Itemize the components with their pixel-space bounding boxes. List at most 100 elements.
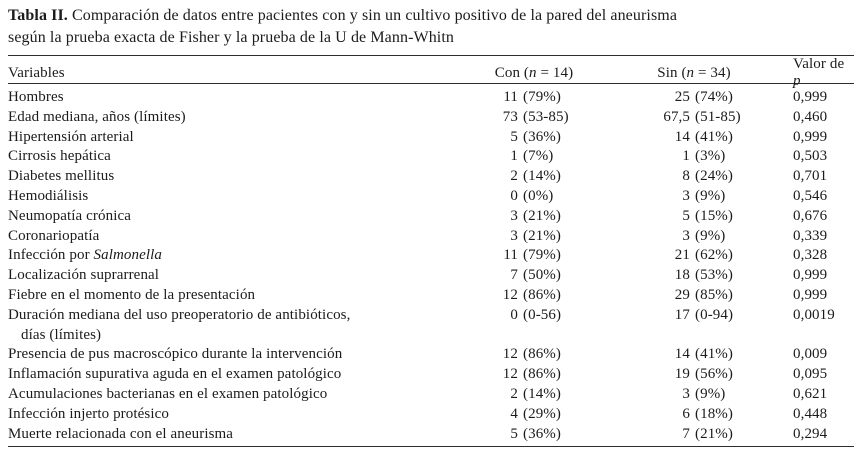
- column-header-p-value: Valor de p: [793, 56, 845, 89]
- bottom-rule: [8, 446, 854, 448]
- variable-label: Hipertensión arterial: [8, 128, 134, 145]
- table-row: Duración mediana del uso preoperatorio d…: [8, 306, 854, 346]
- table-row: Acumulaciones bacterianas en el examen p…: [8, 385, 854, 405]
- table-caption-line1: Comparación de datos entre pacientes con…: [67, 7, 678, 24]
- con-value: 7 (50%): [510, 267, 561, 284]
- table-row: Hipertensión arterial 5 (36%) 14 (41%) 0,999: [8, 128, 854, 148]
- variable-label: Acumulaciones bacterianas en el examen p…: [8, 385, 328, 402]
- sin-value: 8 (24%): [682, 168, 733, 185]
- sin-value: 5 (15%): [682, 207, 733, 224]
- p-value: 0,294: [793, 425, 828, 442]
- variable-label: Hemodiálisis: [8, 187, 89, 204]
- variable-label: Muerte relacionada con el aneurisma: [8, 425, 234, 442]
- table-row: Edad mediana, años (límites) 73 (53-85) 67,…: [8, 108, 854, 128]
- variable-label: Cirrosis hepática: [8, 148, 111, 165]
- n-symbol: n: [686, 64, 695, 81]
- sin-value: 29 (85%): [674, 286, 733, 303]
- p-value: 0,503: [793, 148, 828, 165]
- table-row: Muerte relacionada con el aneurisma 5 (36%…: [8, 425, 854, 445]
- variable-label: Hombres: [8, 89, 64, 105]
- variable-label: Inflamación supurativa aguda en el exame…: [8, 366, 342, 383]
- con-value: 12 (86%): [502, 286, 561, 303]
- table-row: Cirrosis hepática 1 (7%) 1 (3%) 0,503: [8, 147, 854, 167]
- variable-label: Diabetes mellitus: [8, 168, 115, 185]
- table-row: Inflamación supurativa aguda en el exame…: [8, 365, 854, 385]
- column-header-variables: Variables: [8, 64, 65, 81]
- column-header-sin: Sin (n = 34): [657, 64, 731, 81]
- p-value: 0,009: [793, 346, 828, 363]
- p-value: 0,999: [793, 128, 828, 145]
- p-value: 0,676: [793, 207, 828, 224]
- table-row: Infección injerto protésico 4 (29%) 6 (18%) 0…: [8, 405, 854, 425]
- table-body: Hombres 11 (79%) 25 (74%) 0,999 Edad mediana, …: [8, 84, 854, 446]
- p-symbol: p: [793, 73, 801, 89]
- table-title: Tabla II. Comparación de datos entre pac…: [8, 5, 854, 49]
- table-row: Hombres 11 (79%) 25 (74%) 0,999: [8, 88, 854, 108]
- variable-label: Neumopatía crónica: [8, 207, 131, 224]
- p-value: 0,546: [793, 187, 828, 204]
- variable-label: Edad mediana, años (límites): [8, 108, 186, 125]
- p-value: 0,339: [793, 227, 828, 244]
- table-row: Infección por Salmonella 11 (79%) 21 (62%) 0,…: [8, 246, 854, 266]
- con-value: 5 (36%): [510, 425, 561, 442]
- table-header-row: Variables Con (n = 14) Sin (n = 34) Valo…: [8, 56, 854, 89]
- table-number: Tabla II.: [8, 7, 68, 24]
- con-value: 2 (14%): [510, 168, 561, 185]
- con-value: 0 (0%): [510, 187, 554, 204]
- con-value: 2 (14%): [510, 385, 561, 402]
- con-value: 4 (29%): [510, 405, 561, 422]
- p-value: 0,0019: [793, 306, 835, 323]
- sin-value: 3 (9%): [682, 187, 726, 204]
- sin-value: 1 (3%): [682, 148, 726, 165]
- p-value: 0,448: [793, 405, 828, 422]
- con-value: 12 (86%): [502, 346, 561, 363]
- sin-value: 14 (41%): [674, 346, 733, 363]
- variable-label: Duración mediana del uso preoperatorio d…: [8, 306, 440, 346]
- table-row: Localización suprarrenal 7 (50%) 18 (53%) 0,9…: [8, 266, 854, 286]
- p-value: 0,999: [793, 89, 828, 105]
- table-row: Diabetes mellitus 2 (14%) 8 (24%) 0,701: [8, 167, 854, 187]
- sin-value: 7 (21%): [682, 425, 733, 442]
- con-value: 12 (86%): [502, 366, 561, 383]
- sin-value: 21 (62%): [674, 247, 733, 264]
- n-symbol: n: [529, 64, 537, 81]
- table-caption-line2: según la prueba exacta de Fisher y la pr…: [8, 29, 454, 46]
- sin-value: 3 (9%): [682, 227, 726, 244]
- table-row: Hemodiálisis 0 (0%) 3 (9%) 0,546: [8, 187, 854, 207]
- con-value: 1 (7%): [510, 148, 554, 165]
- column-header-con: Con (n = 14): [494, 64, 574, 81]
- p-value: 0,095: [793, 366, 828, 383]
- con-value: 11 (79%): [503, 89, 561, 105]
- sin-value: 3 (9%): [682, 385, 726, 402]
- table-row: Coronariopatía 3 (21%) 3 (9%) 0,339: [8, 227, 854, 247]
- con-value: 3 (21%): [510, 207, 561, 224]
- p-value: 0,999: [793, 286, 828, 303]
- p-value: 0,621: [793, 385, 828, 402]
- variable-label: Localización suprarrenal: [8, 267, 160, 284]
- header-rule: [8, 83, 854, 84]
- table-row: Neumopatía crónica 3 (21%) 5 (15%) 0,676: [8, 207, 854, 227]
- top-rule: [8, 55, 854, 56]
- sin-value: 6 (18%): [682, 405, 733, 422]
- variable-label: Presencia de pus macroscópico durante la…: [8, 346, 343, 363]
- con-value: 11 (79%): [503, 247, 561, 264]
- p-value: 0,999: [793, 267, 828, 284]
- variable-label: Coronariopatía: [8, 227, 100, 244]
- variable-label: Infección injerto protésico: [8, 405, 169, 422]
- table-row: Presencia de pus macroscópico durante la…: [8, 345, 854, 365]
- italic-term: Salmonella: [93, 247, 163, 264]
- variable-label: Fiebre en el momento de la presentación: [8, 286, 256, 303]
- variable-label: Infección por Salmonella: [8, 247, 163, 264]
- sin-value: 67,5 (51-85): [663, 108, 741, 125]
- table-row: Fiebre en el momento de la presentación 1…: [8, 286, 854, 306]
- sin-value: 25 (74%): [674, 89, 733, 105]
- p-value: 0,328: [793, 247, 828, 264]
- variable-label-line2: días (límites): [21, 326, 102, 343]
- sin-value: 14 (41%): [674, 128, 733, 145]
- con-value: 0 (0-56): [510, 306, 562, 323]
- sin-value: 18 (53%): [674, 267, 733, 284]
- con-value: 3 (21%): [510, 227, 561, 244]
- con-value: 5 (36%): [510, 128, 561, 145]
- p-value: 0,460: [793, 108, 828, 125]
